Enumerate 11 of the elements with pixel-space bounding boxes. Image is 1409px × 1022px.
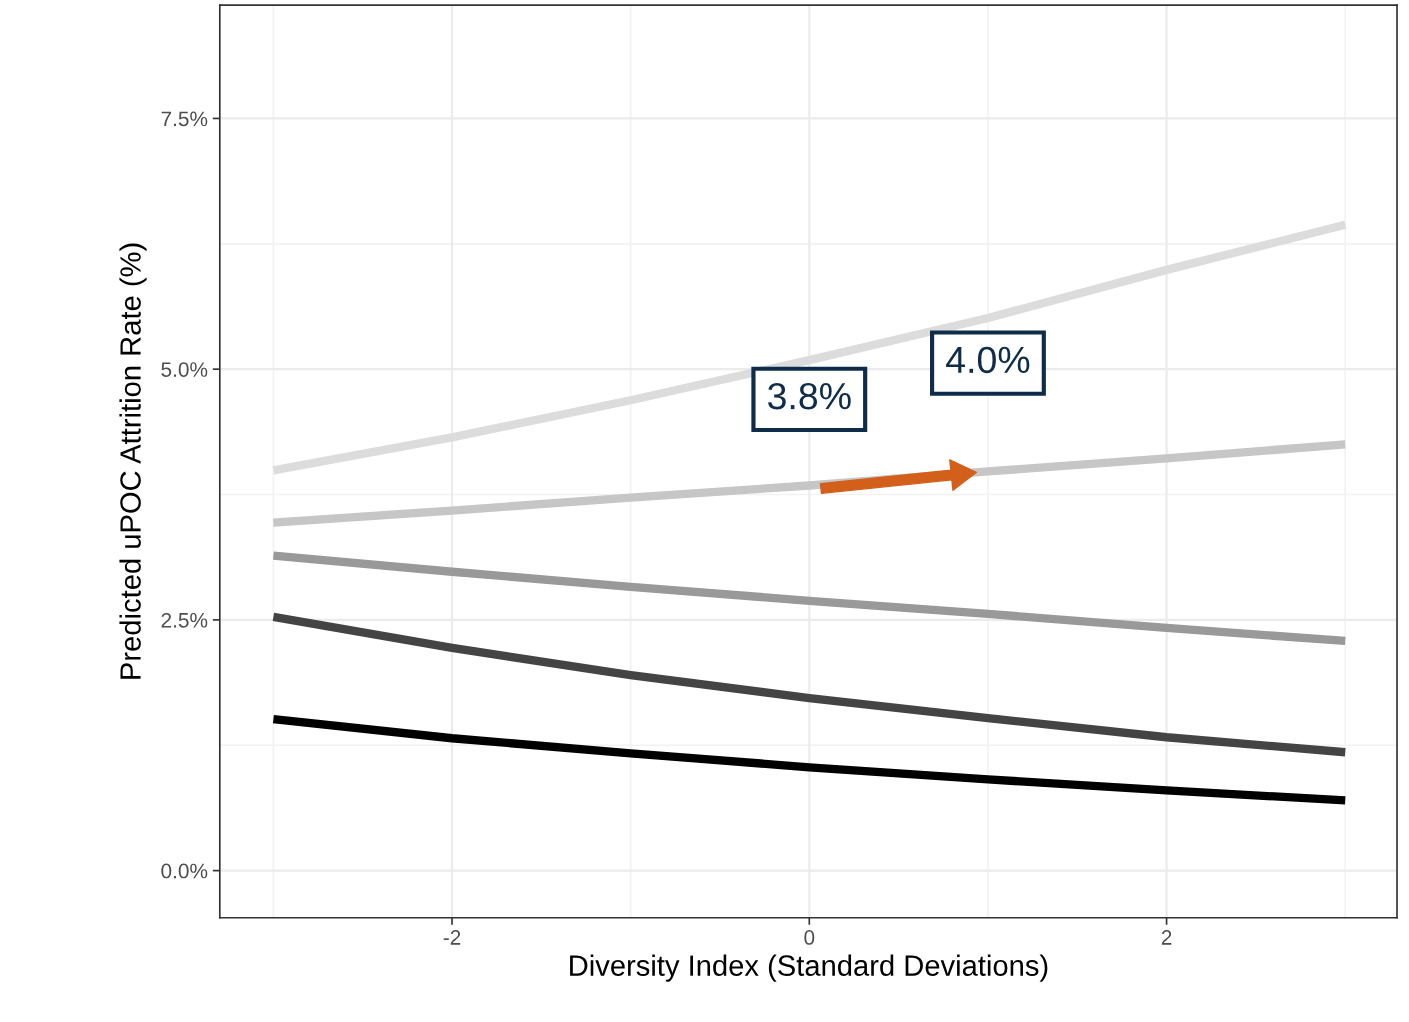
x-tick-label: -2 bbox=[443, 930, 461, 945]
x-tick-label: 2 bbox=[1161, 930, 1172, 945]
x-tick-label: 0 bbox=[804, 930, 815, 945]
y-axis-title: Predicted uPOC Attrition Rate (%) bbox=[119, 243, 147, 679]
annotation: 4.0% bbox=[946, 346, 1030, 374]
annotation: 3.8% bbox=[768, 382, 851, 410]
y-tick-label: 7.5% bbox=[161, 111, 208, 127]
y-tick-label: 5.0% bbox=[161, 362, 208, 377]
y-tick-label: 0.0% bbox=[161, 863, 208, 879]
y-tick-label: 2.5% bbox=[161, 612, 208, 628]
x-axis-title: Diversity Index (Standard Deviations) bbox=[570, 954, 1048, 982]
